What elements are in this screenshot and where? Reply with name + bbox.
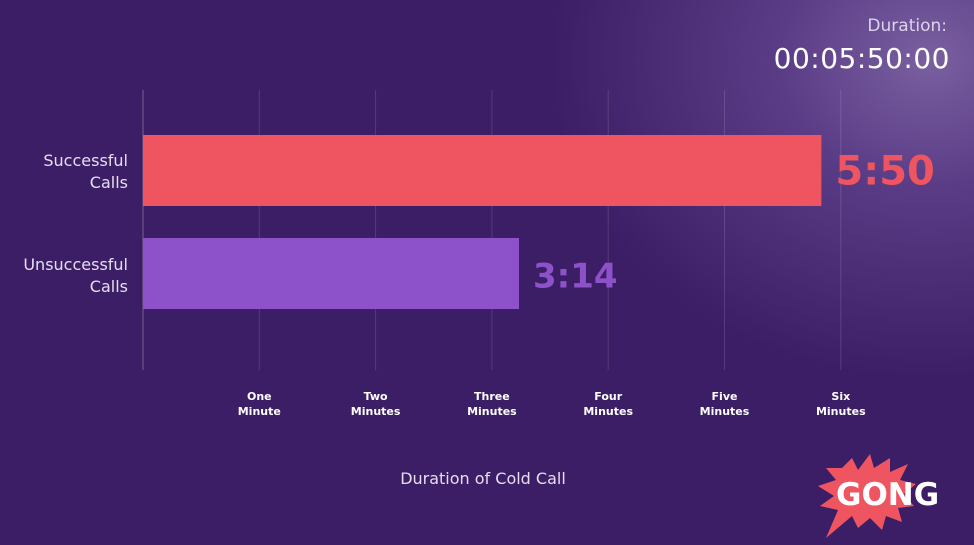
category-label-unsuccessful: Unsuccessful Calls <box>23 255 128 296</box>
duration-label: Duration: <box>867 16 947 36</box>
logo-burst-icon <box>818 454 916 538</box>
x-tick-label: Minutes <box>583 405 633 418</box>
x-tick-label: Minutes <box>700 405 750 418</box>
x-tick-label: Minutes <box>351 405 401 418</box>
gong-logo: GONG <box>818 454 939 538</box>
category-label-successful: Successful Calls <box>43 151 128 192</box>
x-tick-label: Four <box>594 390 622 403</box>
x-tick-label: Minutes <box>467 405 517 418</box>
svg-text:GONG: GONG <box>836 477 939 513</box>
x-axis-label: Duration of Cold Call <box>400 469 566 488</box>
x-tick-label: Three <box>474 390 510 403</box>
x-tick-label: Five <box>712 390 738 403</box>
x-tick-label: Six <box>831 390 850 403</box>
bar-unsuccessful <box>143 238 519 309</box>
bar-successful <box>143 135 822 206</box>
duration-value: 00:05:50:00 <box>773 42 950 75</box>
x-tick-label: One <box>247 390 272 403</box>
x-tick-label: Two <box>364 390 388 403</box>
data-label: 5:50 <box>835 149 935 195</box>
x-tick-label: Minute <box>238 405 281 418</box>
x-tick-label: Minutes <box>816 405 866 418</box>
data-label: 3:14 <box>533 257 618 297</box>
